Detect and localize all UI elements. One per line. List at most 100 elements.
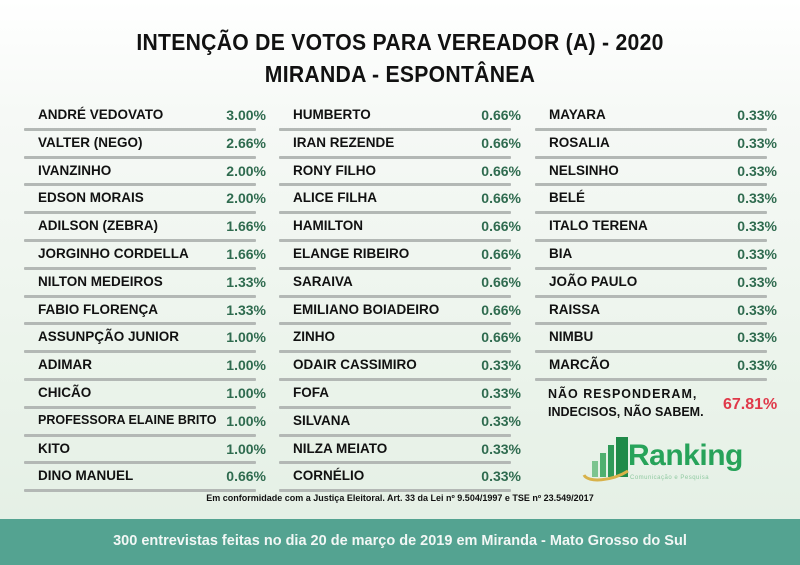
candidate-percent: 1.00% — [226, 412, 266, 429]
candidate-percent: 0.33% — [737, 329, 777, 346]
no-answer-line-1: NÃO RESPONDERAM, — [548, 387, 698, 401]
candidate-name: CHICÃO — [38, 384, 92, 400]
bar-chart-logo-icon — [582, 437, 629, 482]
candidate-name: ROSALIA — [549, 134, 610, 150]
candidate-name: NELSINHO — [549, 162, 619, 178]
row-divider — [279, 127, 511, 131]
candidate-name: SILVANA — [293, 412, 351, 428]
candidate-name: DINO MANUEL — [38, 468, 134, 484]
candidate-percent: 0.66% — [481, 245, 521, 262]
table-row: FOFA 0.33% — [279, 381, 529, 409]
table-row: EDSON MORAIS 2.00% — [24, 186, 274, 215]
row-divider — [279, 461, 511, 465]
candidate-percent: 0.33% — [737, 273, 777, 290]
candidate-name: MARCÃO — [549, 357, 610, 373]
candidate-percent: 2.00% — [226, 190, 266, 207]
logo-wordmark: Ranking — [628, 439, 743, 472]
table-row: PROFESSORA ELAINE BRITO 1.00% — [24, 409, 274, 437]
table-row: SILVANA 0.33% — [279, 409, 529, 437]
candidate-name: NILZA MEIATO — [293, 440, 388, 456]
table-row: MARCÃO 0.33% — [535, 353, 785, 381]
candidate-name: EMILIANO BOIADEIRO — [293, 301, 440, 317]
candidate-name: NIMBU — [549, 329, 594, 345]
table-row: JORGINHO CORDELLA 1.66% — [24, 242, 274, 270]
table-row: DINO MANUEL 0.66% — [24, 464, 274, 493]
row-divider — [24, 350, 256, 354]
row-divider — [535, 211, 767, 215]
candidate-percent: 0.33% — [481, 468, 521, 485]
table-row: RONY FILHO 0.66% — [279, 159, 529, 187]
candidate-name: ELANGE RIBEIRO — [293, 245, 410, 261]
candidate-name: RONY FILHO — [293, 162, 377, 178]
candidate-name: ITALO TERENA — [549, 218, 648, 234]
table-row: ASSUNPÇÃO JUNIOR 1.00% — [24, 325, 274, 354]
legal-notice: Em conformidade com a Justiça Eleitoral.… — [206, 493, 594, 503]
candidate-percent: 1.00% — [226, 357, 266, 374]
row-divider — [279, 266, 511, 270]
candidate-name: FOFA — [293, 384, 329, 400]
row-divider — [279, 405, 511, 409]
row-divider — [279, 350, 511, 354]
candidate-name: ADILSON (ZEBRA) — [38, 218, 158, 234]
row-divider — [24, 211, 256, 215]
candidate-name: ASSUNPÇÃO JUNIOR — [38, 329, 180, 345]
row-divider — [24, 183, 256, 187]
candidate-name: KITO — [38, 440, 71, 456]
no-answer-label: NÃO RESPONDERAM, INDECISOS, NÃO SABEM. — [548, 385, 704, 421]
row-divider — [535, 294, 767, 298]
table-row: HUMBERTO 0.66% — [279, 103, 529, 131]
row-divider — [535, 322, 767, 326]
no-answer-percent: 67.81% — [723, 396, 778, 413]
candidate-percent: 1.33% — [226, 301, 266, 318]
row-divider — [24, 294, 256, 298]
candidate-percent: 0.66% — [481, 190, 521, 207]
footer-band: 300 entrevistas feitas no dia 20 de març… — [0, 519, 800, 565]
candidate-percent: 0.33% — [481, 440, 521, 457]
table-row: ALICE FILHA 0.66% — [279, 186, 529, 215]
candidate-name: ODAIR CASSIMIRO — [293, 357, 417, 373]
row-divider — [24, 489, 256, 493]
table-row: BIA 0.33% — [535, 242, 785, 270]
table-row: CORNÉLIO 0.33% — [279, 464, 529, 493]
candidate-percent: 0.66% — [481, 218, 521, 235]
table-row: IVANZINHO 2.00% — [24, 159, 274, 187]
row-divider — [24, 238, 256, 242]
table-row: ELANGE RIBEIRO 0.66% — [279, 242, 529, 270]
candidate-percent: 1.00% — [226, 440, 266, 457]
candidate-percent: 0.66% — [481, 107, 521, 123]
candidate-name: ALICE FILHA — [293, 190, 377, 206]
candidate-name: HUMBERTO — [293, 107, 371, 122]
candidate-name: ADIMAR — [38, 357, 92, 373]
candidate-percent: 2.66% — [226, 134, 266, 151]
candidate-percent: 1.66% — [226, 218, 266, 235]
ranking-logo: Ranking Comunicação e Pesquisa — [582, 437, 752, 487]
row-divider — [279, 238, 511, 242]
candidate-percent: 1.00% — [226, 384, 266, 401]
footer-text: 300 entrevistas feitas no dia 20 de març… — [113, 533, 687, 549]
row-divider — [535, 238, 767, 242]
candidate-name: JOÃO PAULO — [549, 273, 638, 289]
row-divider — [535, 155, 767, 159]
candidate-percent: 1.00% — [226, 329, 266, 346]
row-divider — [24, 405, 256, 409]
candidate-percent: 2.00% — [226, 162, 266, 179]
table-row: NILZA MEIATO 0.33% — [279, 437, 529, 465]
row-divider — [279, 433, 511, 437]
table-row: BELÉ 0.33% — [535, 186, 785, 215]
row-divider — [279, 155, 511, 159]
candidate-percent: 1.66% — [226, 245, 266, 262]
table-row: ADILSON (ZEBRA) 1.66% — [24, 214, 274, 242]
candidate-name: NILTON MEDEIROS — [38, 273, 163, 289]
row-divider — [535, 127, 767, 131]
row-divider — [535, 183, 767, 187]
row-divider — [24, 377, 256, 381]
row-divider — [279, 183, 511, 187]
row-divider — [24, 266, 256, 270]
candidate-percent: 0.66% — [226, 468, 266, 485]
table-row: MAYARA 0.33% — [535, 103, 785, 131]
candidate-name: HAMILTON — [293, 218, 363, 234]
table-row: HAMILTON 0.66% — [279, 214, 529, 242]
candidate-percent: 0.33% — [737, 245, 777, 262]
no-answer-line-2: INDECISOS, NÃO SABEM. — [548, 405, 704, 419]
row-divider — [24, 433, 256, 437]
